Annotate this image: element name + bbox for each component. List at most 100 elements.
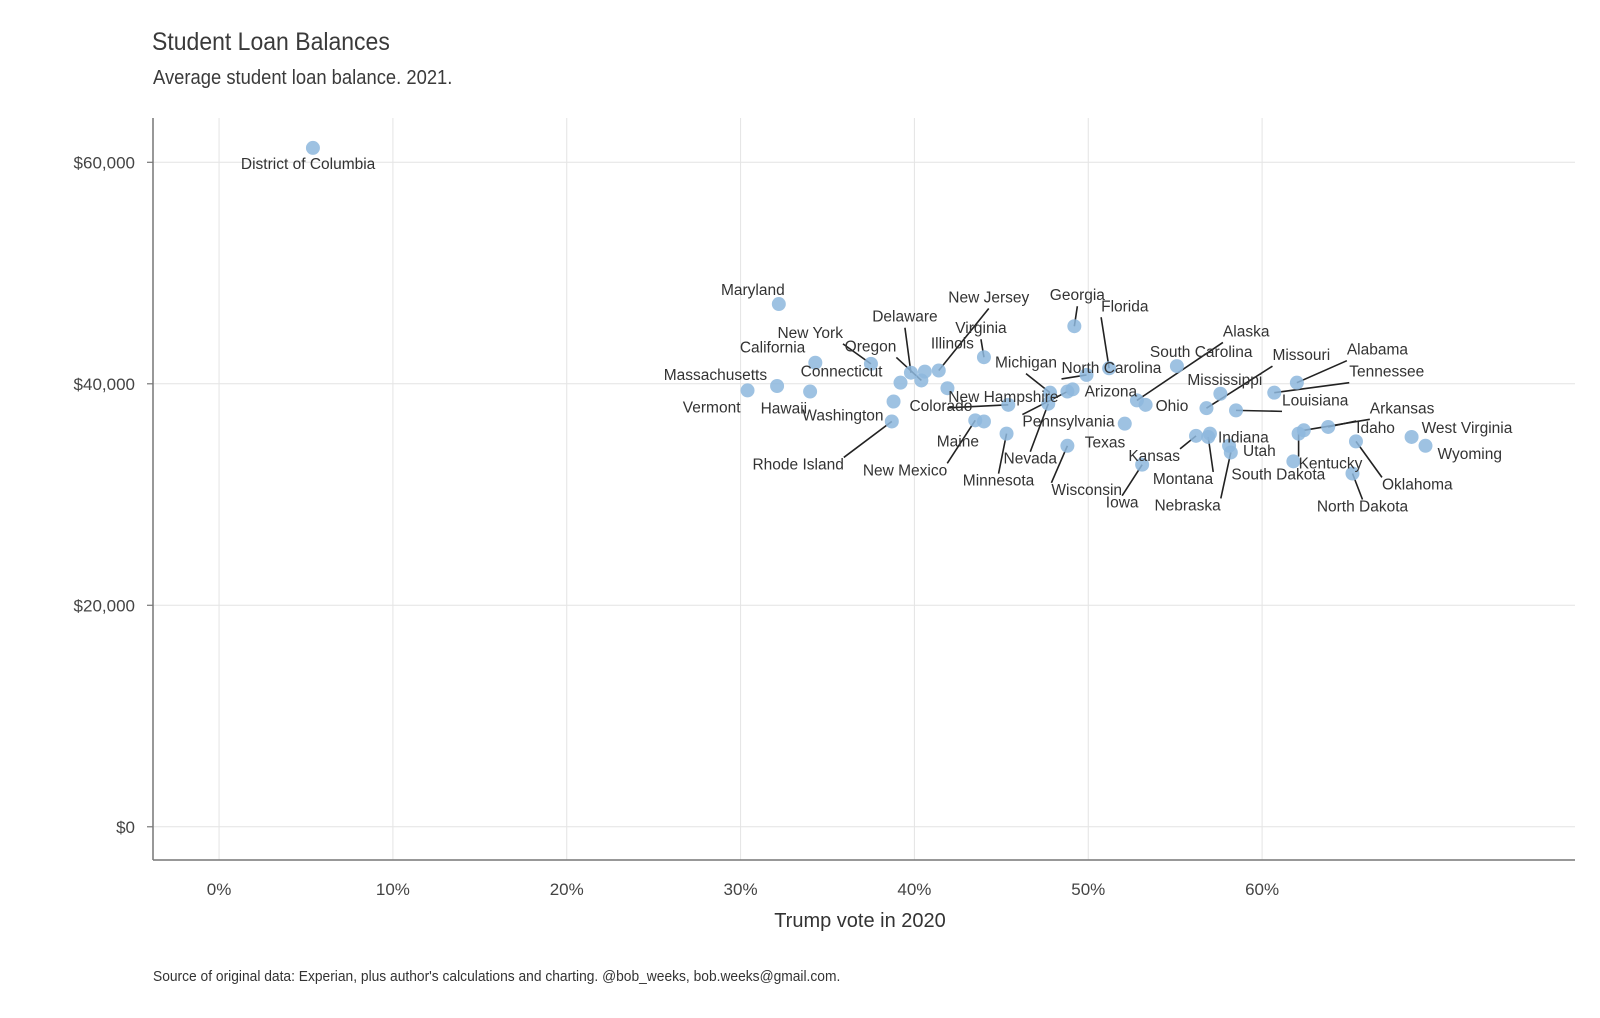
label-maine: Maine — [937, 433, 979, 450]
x-axis-ticks: 0% 10% 20% 30% 40% 50% 60% — [207, 880, 1279, 899]
label-new-hampshire: New Hampshire — [948, 389, 1058, 406]
label-arizona: Arizona — [1085, 383, 1138, 400]
y-tick-label: $60,000 — [74, 153, 135, 172]
point-oklahoma — [1348, 434, 1363, 449]
leader-nevada — [1029, 403, 1050, 453]
point-missouri — [1199, 401, 1214, 416]
point-nevada — [1041, 396, 1056, 411]
point-mississippi — [1213, 386, 1228, 401]
x-tick-label: 60% — [1245, 880, 1279, 899]
label-tennessee: Tennessee — [1349, 364, 1424, 381]
point-district-of-columbia — [305, 140, 320, 155]
leader-tennessee — [1274, 381, 1350, 394]
label-louisiana: Louisiana — [1282, 392, 1349, 409]
x-tick-label: 20% — [550, 880, 584, 899]
label-wisconsin: Wisconsin — [1051, 482, 1122, 499]
point-louisiana — [1229, 403, 1244, 418]
label-alaska: Alaska — [1223, 323, 1270, 340]
x-tick-label: 50% — [1071, 880, 1105, 899]
label-kentucky: Kentucky — [1299, 456, 1363, 473]
point-new-hampshire — [1001, 397, 1016, 412]
point-california — [808, 355, 823, 370]
point-south-carolina — [1169, 359, 1184, 374]
label-wyoming: Wyoming — [1437, 446, 1501, 463]
label-hawaii: Hawaii — [761, 401, 808, 418]
point-tennessee — [1267, 385, 1282, 400]
point-alaska — [1129, 393, 1144, 408]
point-new-mexico — [968, 413, 983, 428]
label-ohio: Ohio — [1156, 398, 1189, 415]
leader-delaware — [904, 327, 912, 373]
label-nevada: Nevada — [1004, 451, 1058, 468]
point-washington — [886, 394, 901, 409]
label-vermont: Vermont — [683, 399, 741, 416]
label-california: California — [740, 340, 806, 357]
leader-louisiana — [1235, 409, 1283, 413]
leader-new-jersey — [938, 307, 990, 372]
point-illinois — [917, 364, 932, 379]
label-michigan: Michigan — [995, 355, 1057, 372]
point-nebraska — [1223, 445, 1238, 460]
leader-florida — [1100, 317, 1110, 369]
label-south-dakota: South Dakota — [1231, 466, 1325, 483]
label-new-york: New York — [777, 325, 843, 342]
point-hawaii — [803, 384, 818, 399]
leader-new-mexico — [946, 419, 976, 464]
point-iowa — [1135, 457, 1150, 472]
point-west-virginia — [1404, 429, 1419, 444]
point-maryland — [771, 297, 786, 312]
label-north-carolina: North Carolina — [1062, 360, 1162, 377]
label-colorado: Colorado — [909, 398, 972, 415]
point-montana — [1201, 429, 1216, 444]
point-alabama — [1289, 375, 1304, 390]
label-district-of-columbia: District of Columbia — [241, 156, 376, 173]
point-michigan — [1043, 385, 1058, 400]
point-colorado — [940, 381, 955, 396]
label-washington: Washington — [802, 408, 883, 425]
point-arizona — [1065, 382, 1080, 397]
label-new-mexico: New Mexico — [863, 462, 947, 479]
point-minnesota — [999, 426, 1014, 441]
x-tick-label: 40% — [897, 880, 931, 899]
label-rhode-island: Rhode Island — [752, 456, 843, 473]
point-wisconsin — [1060, 438, 1075, 453]
label-florida: Florida — [1101, 298, 1149, 315]
leader-missouri — [1206, 365, 1273, 409]
label-new-jersey: New Jersey — [948, 290, 1029, 307]
point-new-york — [863, 356, 878, 371]
label-south-carolina: South Carolina — [1150, 344, 1253, 361]
point-idaho — [1321, 419, 1336, 434]
label-georgia: Georgia — [1050, 287, 1106, 304]
label-pennsylvania: Pennsylvania — [1022, 414, 1115, 431]
label-alabama: Alabama — [1347, 342, 1409, 359]
point-georgia — [1067, 319, 1082, 334]
axes — [152, 118, 1575, 861]
point-kansas — [1189, 428, 1204, 443]
point-arkansas — [1296, 423, 1311, 438]
leader-alabama — [1296, 359, 1348, 384]
point-wyoming — [1418, 438, 1433, 453]
label-indiana: Indiana — [1218, 430, 1269, 447]
label-minnesota: Minnesota — [963, 473, 1035, 490]
point-delaware — [903, 365, 918, 380]
grid-lines — [153, 118, 1575, 860]
point-connecticut — [893, 375, 908, 390]
label-north-dakota: North Dakota — [1317, 498, 1409, 515]
leader-rhode-island — [843, 420, 893, 459]
x-tick-label: 30% — [724, 880, 758, 899]
label-virginia: Virginia — [955, 320, 1007, 337]
label-connecticut: Connecticut — [801, 364, 884, 381]
label-massachusetts: Massachusetts — [664, 367, 768, 384]
label-nebraska: Nebraska — [1154, 497, 1221, 514]
label-montana: Montana — [1153, 471, 1214, 488]
label-arkansas: Arkansas — [1370, 400, 1435, 417]
point-massachusetts — [770, 379, 785, 394]
label-delaware: Delaware — [872, 309, 937, 326]
label-utah: Utah — [1243, 443, 1276, 460]
y-tick-label: $40,000 — [74, 375, 135, 394]
label-mississippi: Mississippi — [1187, 372, 1262, 389]
leader-oklahoma — [1355, 440, 1383, 478]
label-west-virginia: West Virginia — [1422, 420, 1513, 437]
point-vermont — [740, 383, 755, 398]
